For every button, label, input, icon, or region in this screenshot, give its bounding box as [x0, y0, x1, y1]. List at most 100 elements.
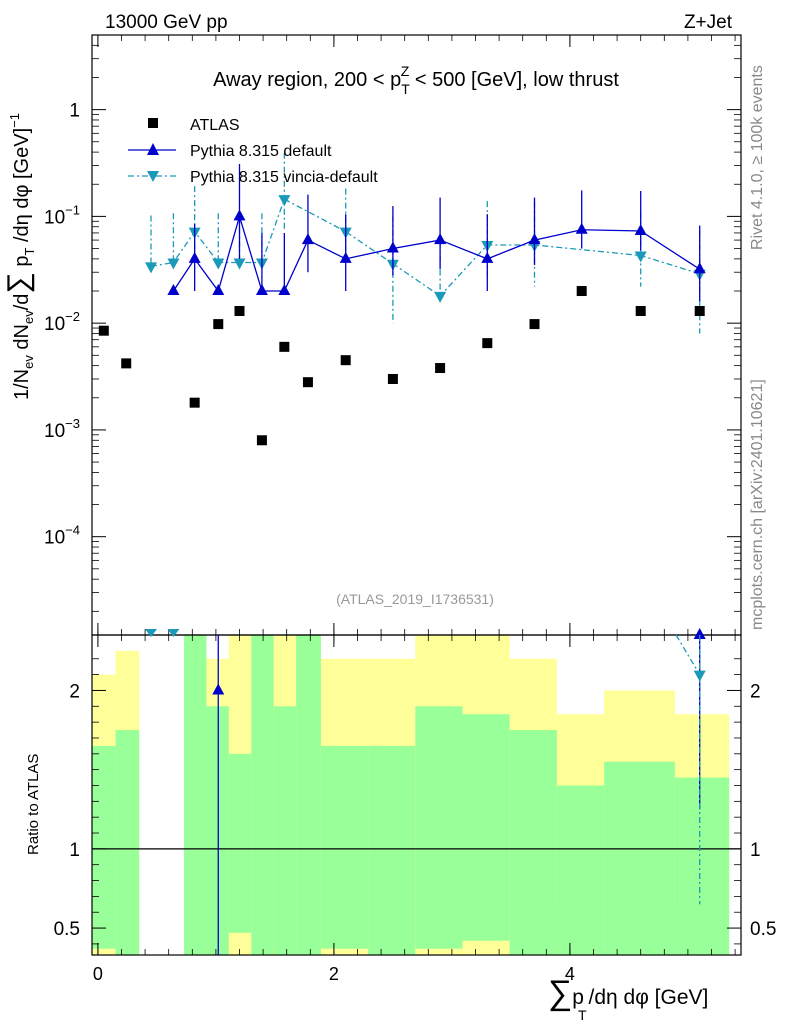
vincia-point-6 — [278, 195, 291, 207]
atlas-point-12 — [529, 319, 540, 330]
y-tick-label-ratio-right-0: 0.5 — [750, 919, 776, 940]
default-point-1 — [188, 251, 201, 263]
energy-label: 13000 GeV pp — [105, 12, 228, 33]
atlas-point-3 — [213, 319, 224, 330]
ratio-band-green-0 — [92, 745, 116, 949]
default-point-11 — [528, 233, 541, 245]
default-point-3 — [233, 209, 246, 221]
default-point-12 — [575, 222, 588, 234]
default-point-14 — [693, 262, 706, 274]
y-tick-label-ratio-2: 2 — [69, 681, 80, 702]
atlas-point-9 — [387, 373, 398, 384]
atlas-point-5 — [256, 435, 267, 446]
y-tick-label-ratio-1: 1 — [69, 840, 80, 861]
ratio-vincia-line — [675, 634, 701, 675]
ratio-band-green-5 — [251, 635, 274, 955]
atlas-point-13 — [576, 286, 587, 297]
y-tick-label-main-4: 10−4 — [44, 523, 80, 549]
chart-title: Away region, 200 < pTZ < 500 [GeV], low … — [213, 63, 619, 97]
y-tick-label-main-0: 1 — [69, 101, 80, 122]
mcplots-label: mcplots.cern.ch [arXiv:2401.10621] — [749, 379, 766, 630]
legend-label-default: Pythia 8.315 default — [190, 143, 332, 160]
atlas-point-14 — [635, 305, 646, 316]
vincia-point-0 — [145, 262, 157, 274]
ratio-series — [145, 628, 706, 955]
y-tick-label-main-1: 10−1 — [44, 202, 80, 228]
default-point-0 — [167, 284, 180, 296]
ratio-uncertainty-bands — [92, 635, 730, 955]
y-tick-label-main-3: 10−3 — [44, 416, 80, 442]
y-axis-label-ratio: Ratio to ATLAS — [25, 754, 42, 855]
ratio-default-point-0 — [212, 683, 225, 695]
x-tick-label-2: 4 — [565, 964, 575, 984]
legend-marker-atlas — [148, 118, 158, 128]
rivet-label: Rivet 4.1.0, ≥ 100k events — [749, 65, 766, 250]
process-label: Z+Jet — [684, 12, 733, 33]
legend-label-vincia: Pythia 8.315 vincia-default — [190, 169, 378, 186]
default-point-4 — [255, 284, 268, 296]
title-prefix: Away region, 200 < p — [213, 69, 401, 91]
ratio-band-green-15 — [674, 777, 730, 955]
analysis-watermark: (ATLAS_2019_I1736531) — [336, 591, 494, 607]
main-series — [98, 152, 706, 446]
vincia-point-12 — [634, 251, 647, 263]
legend: ATLAS Pythia 8.315 default Pythia 8.315 … — [128, 117, 378, 186]
axes: 0 2 4 1 10−1 10−2 10−3 10−4 0.5 0.5 1 1 2 2 — [44, 34, 776, 984]
default-point-7 — [339, 251, 352, 263]
y-tick-label-ratio-right-2: 2 — [750, 681, 761, 702]
atlas-point-0 — [98, 325, 109, 336]
title-sub: T — [401, 81, 410, 97]
vincia-point-1 — [167, 258, 180, 270]
vincia-point-9 — [434, 291, 447, 303]
atlas-point-11 — [482, 338, 493, 349]
legend-marker-vincia — [147, 171, 159, 182]
y-axis-label-main: 1/Nev dNev/d∑ pT /dη dφ [GeV]−1 — [2, 113, 37, 400]
vincia-point-3 — [212, 258, 225, 270]
x-tick-label-1: 2 — [329, 964, 339, 984]
vincia-point-4 — [233, 258, 246, 270]
ratio-band-green-13 — [556, 785, 605, 955]
default-point-9 — [434, 233, 447, 245]
ratio-band-green-8 — [320, 745, 369, 949]
atlas-point-15 — [694, 305, 705, 316]
title-sup: Z — [401, 63, 410, 79]
default-point-8 — [386, 241, 399, 253]
default-point-5 — [278, 284, 291, 296]
legend-label-atlas: ATLAS — [190, 117, 240, 134]
y-tick-label-ratio-right-1: 1 — [750, 840, 761, 861]
ratio-band-green-7 — [296, 635, 321, 955]
x-axis-label: ∑p T/dη dφ [GeV] — [548, 974, 708, 1023]
x-tick-label-0: 0 — [93, 964, 103, 984]
y-tick-label-ratio-0: 0.5 — [54, 919, 80, 940]
title-suffix: < 500 [GeV], low thrust — [409, 69, 619, 91]
default-point-13 — [634, 223, 647, 235]
ratio-default-point-1 — [693, 628, 706, 639]
ratio-band-green-2 — [184, 635, 207, 955]
ratio-band-green-4 — [228, 753, 252, 933]
atlas-point-1 — [121, 358, 132, 369]
atlas-point-7 — [302, 377, 313, 388]
legend-marker-default — [147, 143, 159, 155]
ratio-band-green-6 — [273, 706, 297, 955]
atlas-point-4 — [234, 305, 245, 316]
default-point-10 — [481, 251, 494, 263]
ratio-band-green-12 — [509, 730, 557, 955]
atlas-point-10 — [435, 363, 446, 374]
ratio-vincia-point-0 — [693, 670, 706, 682]
atlas-point-8 — [340, 355, 351, 366]
ratio-panel-frame — [91, 634, 742, 956]
atlas-point-6 — [279, 341, 290, 352]
offscale-marker-1 — [167, 629, 180, 637]
y-tick-label-main-2: 10−2 — [44, 309, 80, 335]
default-point-2 — [212, 284, 225, 296]
ratio-band-green-9 — [368, 745, 416, 955]
default-point-6 — [301, 233, 314, 245]
ratio-band-green-14 — [604, 761, 675, 955]
vincia-line — [150, 198, 700, 297]
default-line — [172, 214, 701, 293]
ratio-band-green-1 — [115, 730, 140, 955]
ratio-band-green-10 — [415, 706, 463, 949]
ratio-band-green-11 — [462, 714, 510, 941]
offscale-marker-0 — [145, 629, 157, 637]
